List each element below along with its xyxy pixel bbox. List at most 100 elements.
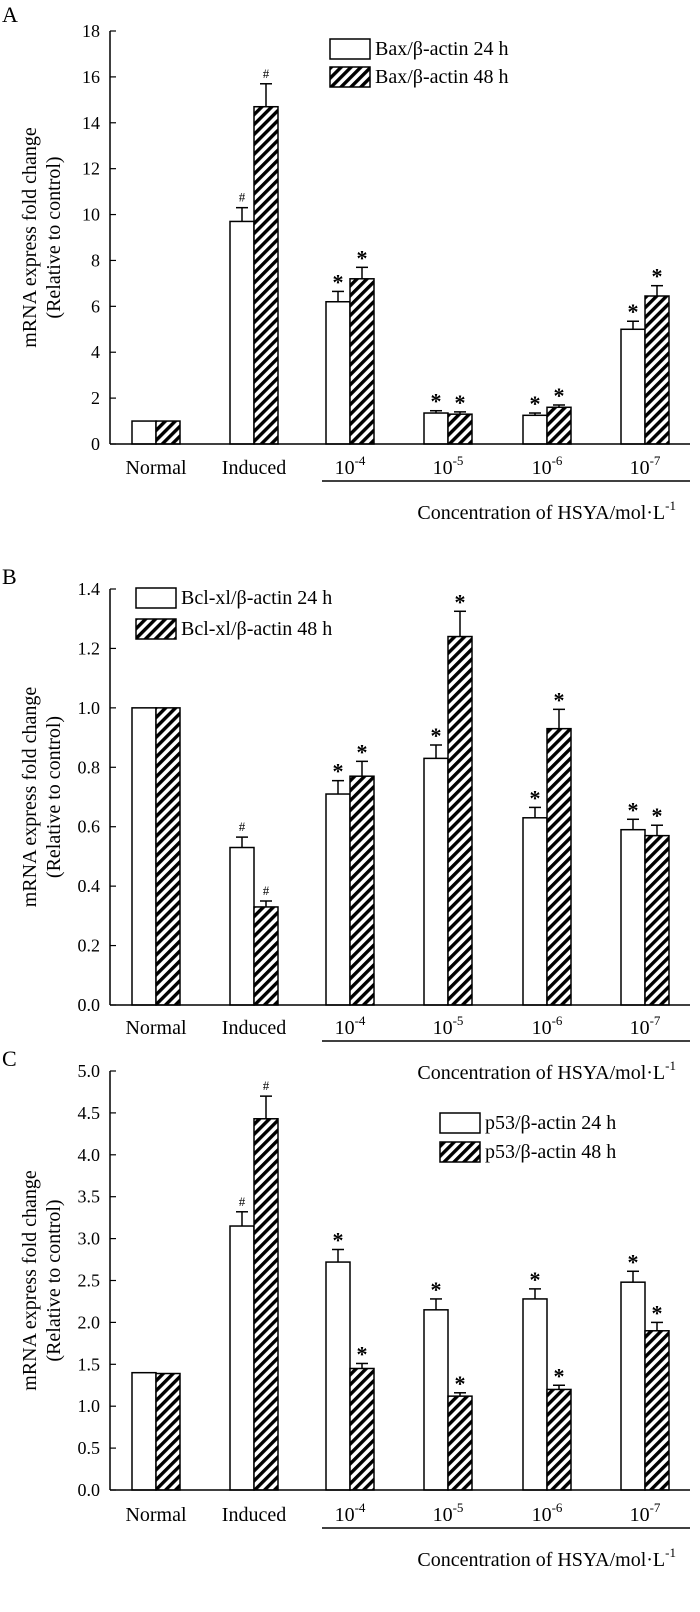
- x-tick-label: Normal: [125, 1017, 187, 1039]
- bar-24h: [325, 300, 351, 445]
- x-tick-label: 10-5: [433, 453, 464, 479]
- y-tick-label: 4.0: [78, 1145, 101, 1165]
- y-tick-label: 16: [82, 67, 100, 87]
- bar-48h: [546, 406, 572, 445]
- x-tick-label: 10-6: [532, 1013, 563, 1039]
- y-axis-title: mRNA express fold change: [19, 127, 41, 348]
- bar-24h: [620, 328, 646, 445]
- x-tick-label: Normal: [125, 1504, 187, 1526]
- significance-star-marker: *: [357, 1341, 368, 1366]
- x-tick-label: 10-5: [433, 1013, 464, 1039]
- bar-24h: [423, 1309, 449, 1491]
- significance-star-marker: *: [554, 687, 565, 712]
- y-tick-label: 4: [91, 342, 100, 362]
- y-axis-subtitle: (Relative to control): [43, 156, 65, 318]
- legend-label: Bcl-xl/β-actin 24 h: [181, 587, 332, 609]
- legend-swatch: [329, 38, 371, 60]
- bar-24h: [229, 220, 255, 445]
- y-tick-label: 14: [82, 113, 100, 133]
- legend-label: Bcl-xl/β-actin 48 h: [181, 618, 332, 640]
- chart-panel-a: A 0 2 4 6 8 10 12 14 16 18 mRNA express fold change…: [2, 2, 690, 524]
- bar-48h: [644, 1330, 670, 1491]
- bar-24h: [131, 420, 157, 445]
- bar-48h: [447, 1395, 473, 1491]
- panel-letter: C: [2, 1046, 17, 1071]
- x-tick-label: 10-7: [630, 1500, 661, 1526]
- y-tick-label: 0.0: [78, 995, 101, 1015]
- x-tick-label: 10-7: [630, 1013, 661, 1039]
- significance-star-marker: *: [530, 391, 541, 416]
- chart-panel-b: B 0.0 0.2 0.4 0.6 0.8 1.0 1.2 1.4 mRNA express fo…: [2, 564, 690, 1084]
- y-tick-label: 2: [91, 388, 100, 408]
- significance-star-marker: *: [628, 797, 639, 822]
- y-tick-label: 0: [91, 434, 100, 454]
- bar-48h: [349, 1367, 375, 1491]
- legend-label: Bax/β-actin 48 h: [375, 66, 508, 88]
- x-axis-title: Concentration of HSYA/mol·L-1: [417, 1545, 676, 1571]
- bar-24h: [522, 1298, 548, 1491]
- y-tick-label: 2.0: [78, 1312, 101, 1332]
- y-tick-label: 12: [82, 159, 100, 179]
- y-tick-label: 5.0: [78, 1061, 101, 1081]
- significance-star-marker: *: [652, 1300, 663, 1325]
- y-tick-label: 3.0: [78, 1229, 101, 1249]
- y-tick-label: 0.5: [78, 1438, 101, 1458]
- y-tick-label: 8: [91, 250, 100, 270]
- bar-24h: [131, 707, 157, 1006]
- legend-swatch: [135, 587, 177, 609]
- bar-48h: [546, 727, 572, 1006]
- y-axis-title: mRNA express fold change: [19, 687, 41, 908]
- significance-hash-marker: #: [263, 1078, 270, 1093]
- y-tick-label: 1.5: [78, 1354, 101, 1374]
- x-tick-label: Induced: [222, 457, 286, 479]
- bar-48h: [155, 420, 181, 445]
- legend-label: Bax/β-actin 24 h: [375, 38, 508, 60]
- significance-star-marker: *: [431, 723, 442, 748]
- y-tick-label: 10: [82, 205, 100, 225]
- significance-star-marker: *: [431, 1277, 442, 1302]
- x-tick-label: 10-5: [433, 1500, 464, 1526]
- legend-swatch: [439, 1112, 481, 1134]
- significance-star-marker: *: [455, 589, 466, 614]
- y-axis-subtitle: (Relative to control): [43, 1199, 65, 1361]
- y-tick-label: 1.4: [78, 579, 101, 599]
- bar-24h: [620, 1281, 646, 1491]
- significance-star-marker: *: [455, 1371, 466, 1396]
- x-tick-label: 10-7: [630, 453, 661, 479]
- significance-star-marker: *: [530, 1267, 541, 1292]
- bar-24h: [325, 1261, 351, 1491]
- bar-48h: [253, 1118, 279, 1491]
- panel-letter: A: [2, 2, 18, 27]
- bar-24h: [423, 757, 449, 1006]
- legend: Bcl-xl/β-actin 24 h Bcl-xl/β-actin 48 h: [135, 587, 332, 640]
- legend-swatch: [135, 618, 177, 640]
- significance-star-marker: *: [357, 739, 368, 764]
- bar-48h: [447, 635, 473, 1006]
- bar-48h: [644, 295, 670, 445]
- chart-panel-c: C 0.0 0.5 1.0 1.5 2.0 2.5 3.0 3.5 4.0 4.5 5.0 mRNA e…: [2, 1046, 690, 1571]
- legend: p53/β-actin 24 h p53/β-actin 48 h: [439, 1112, 616, 1163]
- y-tick-label: 1.0: [78, 698, 101, 718]
- y-tick-label: 4.5: [78, 1103, 101, 1123]
- y-tick-label: 1.0: [78, 1396, 101, 1416]
- bar-24h: [423, 412, 449, 445]
- bar-48h: [253, 105, 279, 445]
- x-axis-title: Concentration of HSYA/mol·L-1: [417, 498, 676, 524]
- significance-star-marker: *: [628, 1249, 639, 1274]
- significance-star-marker: *: [431, 389, 442, 414]
- legend-swatch: [329, 66, 371, 88]
- x-tick-label: 10-4: [335, 1013, 366, 1039]
- y-axis-subtitle: (Relative to control): [43, 716, 65, 878]
- bar-48h: [349, 775, 375, 1006]
- y-tick-label: 3.5: [78, 1187, 101, 1207]
- y-tick-label: 6: [91, 296, 100, 316]
- y-tick-label: 18: [82, 21, 100, 41]
- significance-hash-marker: #: [239, 819, 246, 834]
- bar-48h: [155, 1372, 181, 1491]
- legend-label: p53/β-actin 48 h: [485, 1141, 616, 1163]
- significance-star-marker: *: [554, 383, 565, 408]
- significance-star-marker: *: [554, 1363, 565, 1388]
- significance-star-marker: *: [652, 803, 663, 828]
- x-tick-label: Induced: [222, 1504, 286, 1526]
